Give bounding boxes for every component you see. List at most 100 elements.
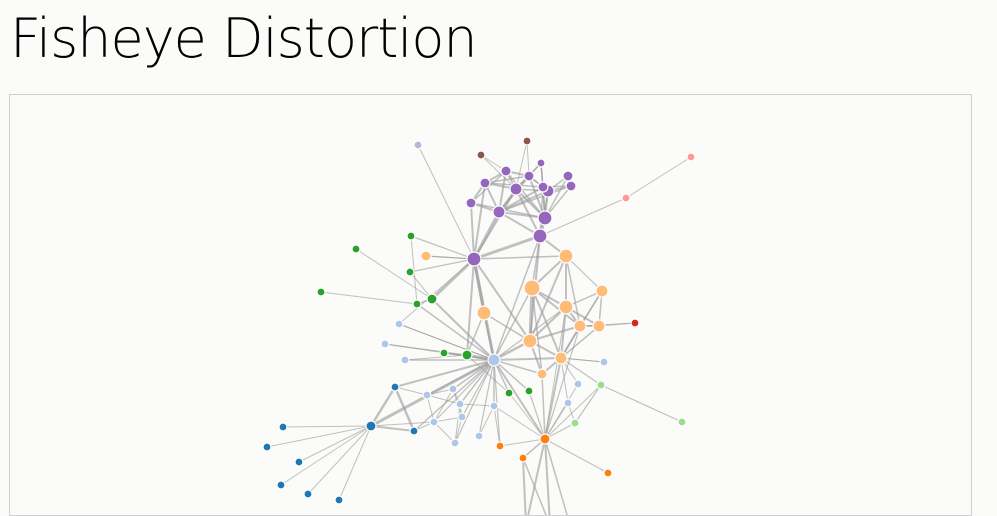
graph-link (499, 438, 546, 447)
graph-node[interactable] (522, 333, 538, 349)
graph-node[interactable] (621, 193, 631, 203)
graph-node[interactable] (465, 197, 477, 209)
graph-link (515, 140, 528, 190)
graph-link (426, 359, 495, 396)
graph-link (370, 421, 435, 427)
graph-link (426, 394, 461, 405)
graph-node[interactable] (558, 299, 574, 315)
graph-node[interactable] (294, 457, 304, 467)
graph-node[interactable] (677, 417, 687, 427)
graph-node[interactable] (412, 299, 422, 309)
graph-node[interactable] (537, 181, 549, 193)
graph-node[interactable] (509, 182, 523, 196)
graph-node[interactable] (466, 251, 482, 267)
graph-link (544, 384, 602, 440)
graph-node[interactable] (426, 293, 438, 305)
graph-node[interactable] (461, 349, 473, 361)
graph-node[interactable] (394, 319, 404, 329)
graph-node[interactable] (479, 177, 491, 189)
graph-node[interactable] (504, 388, 514, 398)
graph-node[interactable] (562, 170, 574, 182)
graph-node[interactable] (523, 279, 541, 297)
graph-node[interactable] (523, 170, 535, 182)
graph-link (493, 357, 562, 361)
graph-node[interactable] (262, 442, 272, 452)
graph-link (410, 235, 475, 260)
graph-node[interactable] (536, 158, 546, 168)
graph-node[interactable] (537, 210, 553, 226)
graph-node[interactable] (573, 319, 587, 333)
graph-link (560, 357, 605, 363)
graph-link (600, 384, 683, 423)
graph-node[interactable] (380, 339, 390, 349)
graph-node[interactable] (554, 351, 568, 365)
graph-node[interactable] (405, 267, 415, 277)
graph-node[interactable] (489, 401, 499, 411)
graph-node[interactable] (686, 152, 696, 162)
graph-node[interactable] (592, 319, 606, 333)
graph-link (409, 271, 433, 300)
graph-node[interactable] (492, 205, 506, 219)
graph-node[interactable] (278, 422, 288, 432)
graph-link (459, 359, 495, 405)
graph-node[interactable] (429, 417, 439, 427)
graph-link (394, 386, 428, 396)
graph-node[interactable] (570, 418, 580, 428)
graph-node[interactable] (439, 348, 449, 358)
graph-link (478, 359, 495, 437)
graph-node[interactable] (603, 468, 613, 478)
graph-node[interactable] (539, 433, 551, 445)
graph-node[interactable] (595, 284, 609, 298)
graph-node[interactable] (448, 384, 458, 394)
graph-link (544, 357, 562, 440)
graph-node[interactable] (558, 248, 574, 264)
graph-link (539, 197, 627, 237)
graph-link (426, 394, 435, 423)
graph-link (498, 185, 572, 213)
graph-node[interactable] (334, 495, 344, 505)
graph-link (473, 258, 531, 342)
graph-node[interactable] (522, 136, 532, 146)
graph-node[interactable] (518, 453, 528, 463)
graph-link (452, 359, 495, 390)
graph-node[interactable] (390, 382, 400, 392)
graph-node[interactable] (400, 355, 410, 365)
graph-node[interactable] (303, 489, 313, 499)
graph-link (370, 425, 415, 432)
graph-node[interactable] (406, 231, 416, 241)
graph-node[interactable] (563, 398, 573, 408)
graph-node[interactable] (524, 386, 534, 396)
graph-node[interactable] (413, 140, 423, 150)
graph-node[interactable] (365, 420, 377, 432)
graph-link (544, 175, 569, 219)
graph-node[interactable] (457, 412, 467, 422)
graph-node[interactable] (276, 480, 286, 490)
graph-node[interactable] (351, 244, 361, 254)
graph-link (528, 287, 534, 342)
graph-node[interactable] (474, 431, 484, 441)
graph-panel[interactable] (9, 94, 972, 516)
graph-link (560, 306, 567, 359)
graph-node[interactable] (573, 379, 583, 389)
graph-node[interactable] (536, 368, 548, 380)
graph-node[interactable] (476, 305, 492, 321)
graph-node[interactable] (455, 399, 465, 409)
graph-link (522, 457, 527, 515)
graph-node[interactable] (532, 228, 548, 244)
graph-node[interactable] (500, 165, 512, 177)
graph-node[interactable] (409, 426, 419, 436)
graph-node[interactable] (420, 250, 432, 262)
graph-node[interactable] (495, 441, 505, 451)
graph-node[interactable] (422, 390, 432, 400)
graph-node[interactable] (476, 150, 486, 160)
graph-node[interactable] (599, 357, 609, 367)
graph-node[interactable] (450, 438, 460, 448)
graph-node[interactable] (316, 287, 326, 297)
graph-link (493, 405, 501, 447)
graph-node[interactable] (596, 380, 606, 390)
graph-node[interactable] (487, 353, 501, 367)
graph-node[interactable] (630, 318, 640, 328)
graph-node[interactable] (565, 180, 577, 192)
graph-link (493, 405, 546, 440)
force-graph[interactable] (10, 95, 971, 515)
